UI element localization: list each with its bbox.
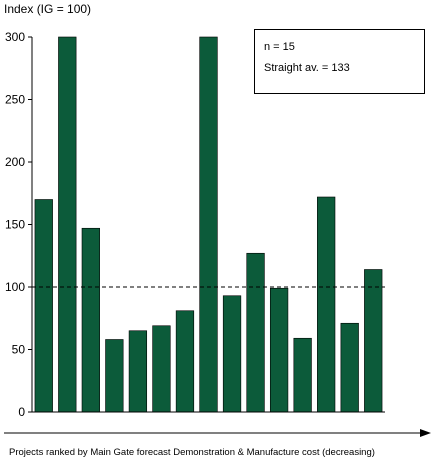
y-tick-label: 0: [18, 405, 25, 419]
bar: [293, 337, 312, 413]
y-axis-ticks: 0 50 100 150 200 250 300: [5, 30, 32, 419]
stats-count: n = 15: [264, 41, 295, 53]
bars: [34, 36, 383, 413]
bar: [105, 339, 124, 413]
bar: [175, 310, 195, 413]
bar: [152, 325, 171, 413]
y-tick-label: 300: [5, 30, 25, 44]
y-axis-label: Index (IG = 100): [4, 2, 91, 16]
bar: [128, 330, 148, 413]
bar: [269, 287, 289, 413]
bar: [34, 199, 53, 413]
bar: [222, 295, 242, 413]
x-axis-arrowhead: [420, 429, 431, 437]
bar: [58, 36, 77, 413]
bar: [364, 269, 383, 413]
x-axis-label: Projects ranked by Main Gate forecast De…: [9, 447, 375, 458]
y-tick-label: 50: [12, 343, 26, 357]
bar: [317, 196, 336, 413]
bar: [340, 322, 359, 413]
y-tick-label: 150: [5, 218, 25, 232]
y-tick-label: 200: [5, 155, 25, 169]
bar: [199, 36, 218, 413]
y-tick-label: 100: [5, 280, 25, 294]
stats-box: n = 15 Straight av. = 133: [254, 29, 425, 94]
y-tick-label: 250: [5, 93, 25, 107]
bar: [246, 252, 265, 413]
stats-average: Straight av. = 133: [264, 62, 350, 74]
bar: [81, 227, 100, 413]
